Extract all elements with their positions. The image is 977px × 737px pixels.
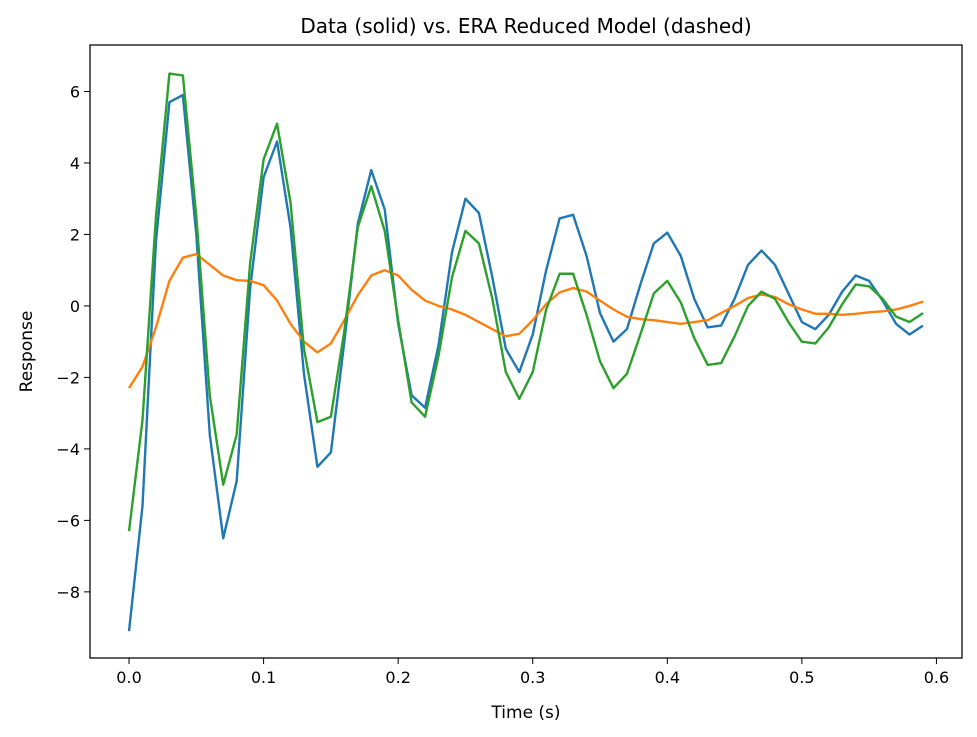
plot-frame bbox=[89, 44, 963, 659]
y-axis-label: Response bbox=[17, 311, 37, 393]
series-line-2 bbox=[128, 252, 924, 389]
x-tick-label: 0.4 bbox=[655, 668, 680, 687]
x-tick-label: 0.6 bbox=[924, 668, 949, 687]
y-tick-label: 2 bbox=[70, 225, 80, 244]
y-tick-label: 6 bbox=[70, 82, 80, 101]
x-tick-label: 0.1 bbox=[251, 668, 276, 687]
y-tick-label: −6 bbox=[56, 511, 80, 530]
y-tick-label: −8 bbox=[56, 583, 80, 602]
x-axis-label: Time (s) bbox=[490, 703, 560, 723]
series-layer bbox=[127, 72, 924, 632]
x-tick-label: 0.2 bbox=[385, 668, 410, 687]
series-line-1 bbox=[127, 93, 924, 632]
chart-title: Data (solid) vs. ERA Reduced Model (dash… bbox=[300, 14, 751, 38]
x-tick-label: 0.0 bbox=[116, 668, 141, 687]
y-tick-label: −4 bbox=[56, 440, 80, 459]
y-tick-label: 0 bbox=[70, 297, 80, 316]
y-tick-label: 4 bbox=[70, 154, 80, 173]
ticks-layer: 0.0 0.1 0.2 0.3 0.4 0.5 0.6 −8 −6 −4 −2 0 2 4 6 bbox=[56, 82, 949, 687]
y-tick-label: −2 bbox=[56, 368, 80, 387]
x-tick-label: 0.5 bbox=[789, 668, 814, 687]
x-tick-label: 0.3 bbox=[520, 668, 545, 687]
series-line-3 bbox=[127, 72, 924, 532]
